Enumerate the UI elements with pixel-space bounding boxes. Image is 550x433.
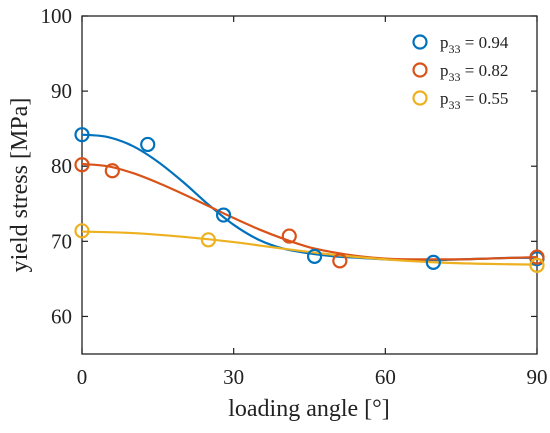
x-tick-label: 60: [375, 365, 396, 389]
y-tick-label: 60: [51, 304, 72, 328]
data-point-series-1: [140, 136, 156, 153]
data-point-series-2: [104, 163, 120, 179]
y-axis-title: yield stress [MPa]: [7, 98, 33, 273]
legend-marker-series-3: [412, 90, 428, 106]
data-point-series-1: [215, 207, 232, 223]
legend-marker-series-1: [412, 34, 428, 50]
x-axis-title: loading angle [°]: [228, 396, 390, 422]
data-point-series-1: [74, 127, 90, 143]
data-point-series-3: [529, 257, 545, 273]
x-tick-label: 90: [527, 365, 548, 389]
legend: p33 = 0.94 p33 = 0.82 p33 = 0.55: [412, 33, 509, 112]
y-tick-label: 70: [51, 229, 72, 253]
y-tick-label: 100: [41, 4, 73, 28]
data-point-series-3: [74, 223, 90, 239]
legend-marker-series-2: [412, 62, 428, 78]
x-tick-label: 30: [223, 365, 244, 389]
legend-label-series-3: p33 = 0.55: [440, 89, 508, 112]
data-point-series-2: [332, 253, 348, 269]
data-point-series-2: [281, 228, 297, 244]
data-point-series-2: [74, 157, 90, 173]
legend-label-series-2: p33 = 0.82: [440, 61, 508, 84]
data-point-series-1: [306, 248, 323, 264]
y-tick-label: 80: [51, 154, 72, 178]
plot-area: [81, 15, 538, 355]
data-point-series-3: [200, 232, 216, 248]
axis-ticks: 0 30 60 90 60 70 80 90 100: [41, 4, 548, 389]
legend-label-series-1: p33 = 0.94: [440, 33, 509, 56]
data-point-series-2: [529, 249, 545, 265]
y-tick-label: 90: [51, 79, 72, 103]
x-tick-label: 0: [77, 365, 88, 389]
data-markers: [74, 127, 545, 273]
fit-curve-series-2: [81, 162, 538, 261]
data-point-series-1: [425, 254, 441, 270]
